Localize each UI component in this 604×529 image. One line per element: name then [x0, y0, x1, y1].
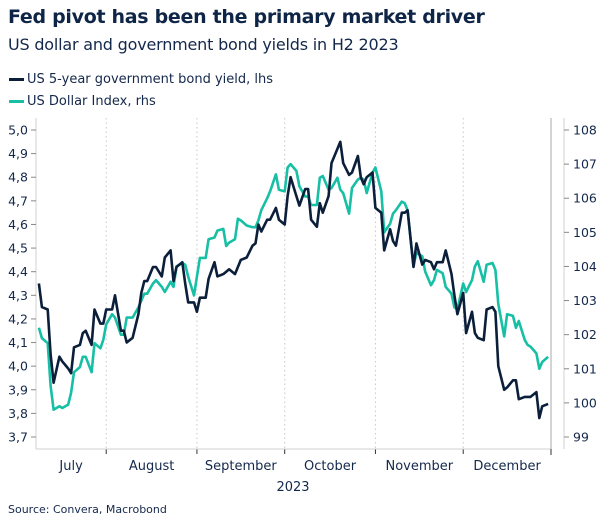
legend-label-dxy: US Dollar Index, rhs [27, 93, 156, 109]
x-tick-label: September [205, 459, 278, 474]
y-left-tick-label: 4,4 [8, 264, 28, 279]
y-right-tick-label: 99 [573, 430, 589, 445]
legend-label-yield: US 5-year government bond yield, lhs [27, 71, 274, 87]
source-note: Source: Convera, Macrobond [8, 503, 167, 516]
y-left-tick-label: 4,7 [8, 193, 28, 208]
x-tick-label: November [386, 459, 454, 474]
y-left-tick-label: 3,9 [8, 382, 28, 397]
legend-item-dxy: US Dollar Index, rhs [9, 90, 273, 112]
y-right-tick-label: 105 [573, 225, 597, 240]
y-left-tick-label: 4,6 [8, 217, 28, 232]
y-right-tick-label: 108 [573, 123, 597, 138]
chart-subtitle: US dollar and government bond yields in … [8, 35, 399, 54]
y-left-tick-label: 4,0 [8, 359, 28, 374]
y-left-tick-label: 4,1 [8, 335, 28, 350]
y-left-tick-label: 4,5 [8, 241, 28, 256]
y-left-tick-label: 4,3 [8, 288, 28, 303]
legend-swatch-yield [9, 77, 24, 81]
series-line-yield [37, 140, 549, 420]
y-left-tick-label: 4,8 [8, 170, 28, 185]
y-right-tick-label: 104 [573, 259, 597, 274]
x-tick-label: December [473, 459, 541, 474]
x-tick-label: August [129, 459, 175, 474]
y-left-tick-label: 4,9 [8, 146, 28, 161]
x-axis-label: 2023 [276, 480, 309, 495]
y-left-tick-label: 5,0 [8, 123, 28, 138]
y-right-tick-label: 103 [573, 293, 597, 308]
y-right-tick-label: 107 [573, 157, 597, 172]
y-left-tick-label: 3,8 [8, 406, 28, 421]
y-right-tick-label: 102 [573, 327, 597, 342]
legend: US 5-year government bond yield, lhs US … [9, 68, 273, 112]
y-right-tick-label: 100 [573, 395, 597, 410]
y-left-tick-label: 3,7 [8, 430, 28, 445]
y-right-tick-label: 106 [573, 191, 597, 206]
chart-title: Fed pivot has been the primary market dr… [8, 6, 485, 28]
legend-item-yield: US 5-year government bond yield, lhs [9, 68, 273, 90]
y-left-tick-label: 4,2 [8, 311, 28, 326]
y-right-tick-label: 101 [573, 361, 597, 376]
x-tick-label: October [304, 459, 357, 474]
x-tick-label: July [58, 459, 83, 474]
series-line-dxy [37, 162, 549, 412]
legend-swatch-dxy [9, 99, 24, 103]
